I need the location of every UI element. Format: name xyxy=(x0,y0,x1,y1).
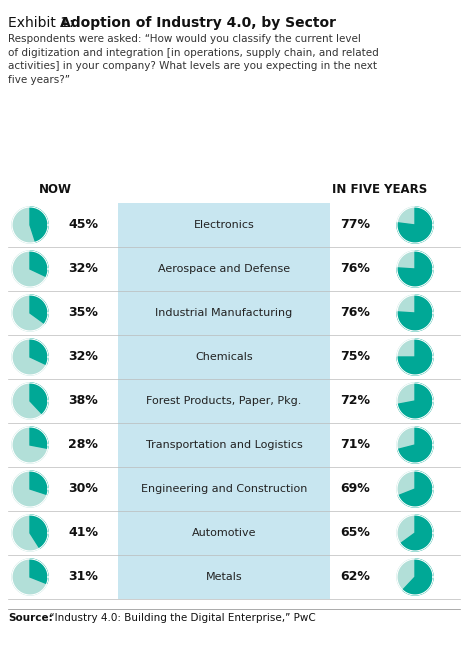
Text: 71%: 71% xyxy=(340,439,370,452)
Text: Forest Products, Paper, Pkg.: Forest Products, Paper, Pkg. xyxy=(146,396,302,406)
Text: 65%: 65% xyxy=(340,527,370,540)
Polygon shape xyxy=(12,295,48,331)
Text: 75%: 75% xyxy=(340,350,370,363)
Polygon shape xyxy=(12,515,48,551)
Text: 72%: 72% xyxy=(340,395,370,408)
Polygon shape xyxy=(397,559,433,595)
Polygon shape xyxy=(12,471,48,507)
Polygon shape xyxy=(397,383,433,419)
Text: Respondents were asked: “How would you classify the current level
of digitizatio: Respondents were asked: “How would you c… xyxy=(8,34,379,85)
Polygon shape xyxy=(397,295,433,331)
Text: Adoption of Industry 4.0, by Sector: Adoption of Industry 4.0, by Sector xyxy=(60,16,336,30)
Text: Electronics: Electronics xyxy=(194,220,255,230)
Polygon shape xyxy=(397,207,433,243)
Polygon shape xyxy=(397,339,433,375)
Text: Aerospace and Defense: Aerospace and Defense xyxy=(158,264,290,274)
Text: Automotive: Automotive xyxy=(192,528,256,538)
Polygon shape xyxy=(12,251,48,287)
Text: Engineering and Construction: Engineering and Construction xyxy=(141,484,307,494)
Polygon shape xyxy=(12,427,48,463)
Polygon shape xyxy=(30,251,48,277)
Polygon shape xyxy=(397,251,433,287)
Polygon shape xyxy=(397,515,433,551)
Text: 62%: 62% xyxy=(340,570,370,583)
Polygon shape xyxy=(12,559,48,595)
Text: 41%: 41% xyxy=(68,527,98,540)
Text: NOW: NOW xyxy=(38,183,72,196)
Text: 38%: 38% xyxy=(68,395,98,408)
Text: IN FIVE YEARS: IN FIVE YEARS xyxy=(332,183,428,196)
Polygon shape xyxy=(397,383,433,419)
Polygon shape xyxy=(397,427,433,463)
FancyBboxPatch shape xyxy=(118,203,330,599)
Text: 32%: 32% xyxy=(68,350,98,363)
Polygon shape xyxy=(397,339,433,375)
Text: 45%: 45% xyxy=(68,219,98,232)
Text: Metals: Metals xyxy=(206,572,242,582)
Polygon shape xyxy=(30,339,48,365)
Text: 76%: 76% xyxy=(340,262,370,275)
Polygon shape xyxy=(397,295,433,331)
Text: “Industry 4.0: Building the Digital Enterprise,” PwC: “Industry 4.0: Building the Digital Ente… xyxy=(46,613,316,623)
Text: 31%: 31% xyxy=(68,570,98,583)
Text: Source:: Source: xyxy=(8,613,53,623)
Polygon shape xyxy=(30,427,48,449)
Text: Exhibit 1:: Exhibit 1: xyxy=(8,16,78,30)
Polygon shape xyxy=(30,471,48,495)
Polygon shape xyxy=(12,339,48,375)
Text: 35%: 35% xyxy=(68,307,98,320)
Text: 76%: 76% xyxy=(340,307,370,320)
Polygon shape xyxy=(12,383,48,419)
Polygon shape xyxy=(12,207,48,243)
Text: Chemicals: Chemicals xyxy=(195,352,253,362)
Polygon shape xyxy=(397,251,433,287)
Text: 32%: 32% xyxy=(68,262,98,275)
Polygon shape xyxy=(397,207,433,243)
Polygon shape xyxy=(30,207,48,242)
Text: Transportation and Logistics: Transportation and Logistics xyxy=(146,440,302,450)
Text: 30%: 30% xyxy=(68,482,98,495)
Polygon shape xyxy=(397,427,433,463)
Polygon shape xyxy=(397,471,433,507)
Polygon shape xyxy=(398,471,433,507)
Text: 28%: 28% xyxy=(68,439,98,452)
Polygon shape xyxy=(30,383,48,414)
Text: 69%: 69% xyxy=(340,482,370,495)
Polygon shape xyxy=(402,559,433,595)
Polygon shape xyxy=(30,559,48,584)
Polygon shape xyxy=(401,515,433,551)
Polygon shape xyxy=(30,515,48,548)
Polygon shape xyxy=(30,295,48,324)
Text: Industrial Manufacturing: Industrial Manufacturing xyxy=(155,308,292,318)
Text: 77%: 77% xyxy=(340,219,370,232)
